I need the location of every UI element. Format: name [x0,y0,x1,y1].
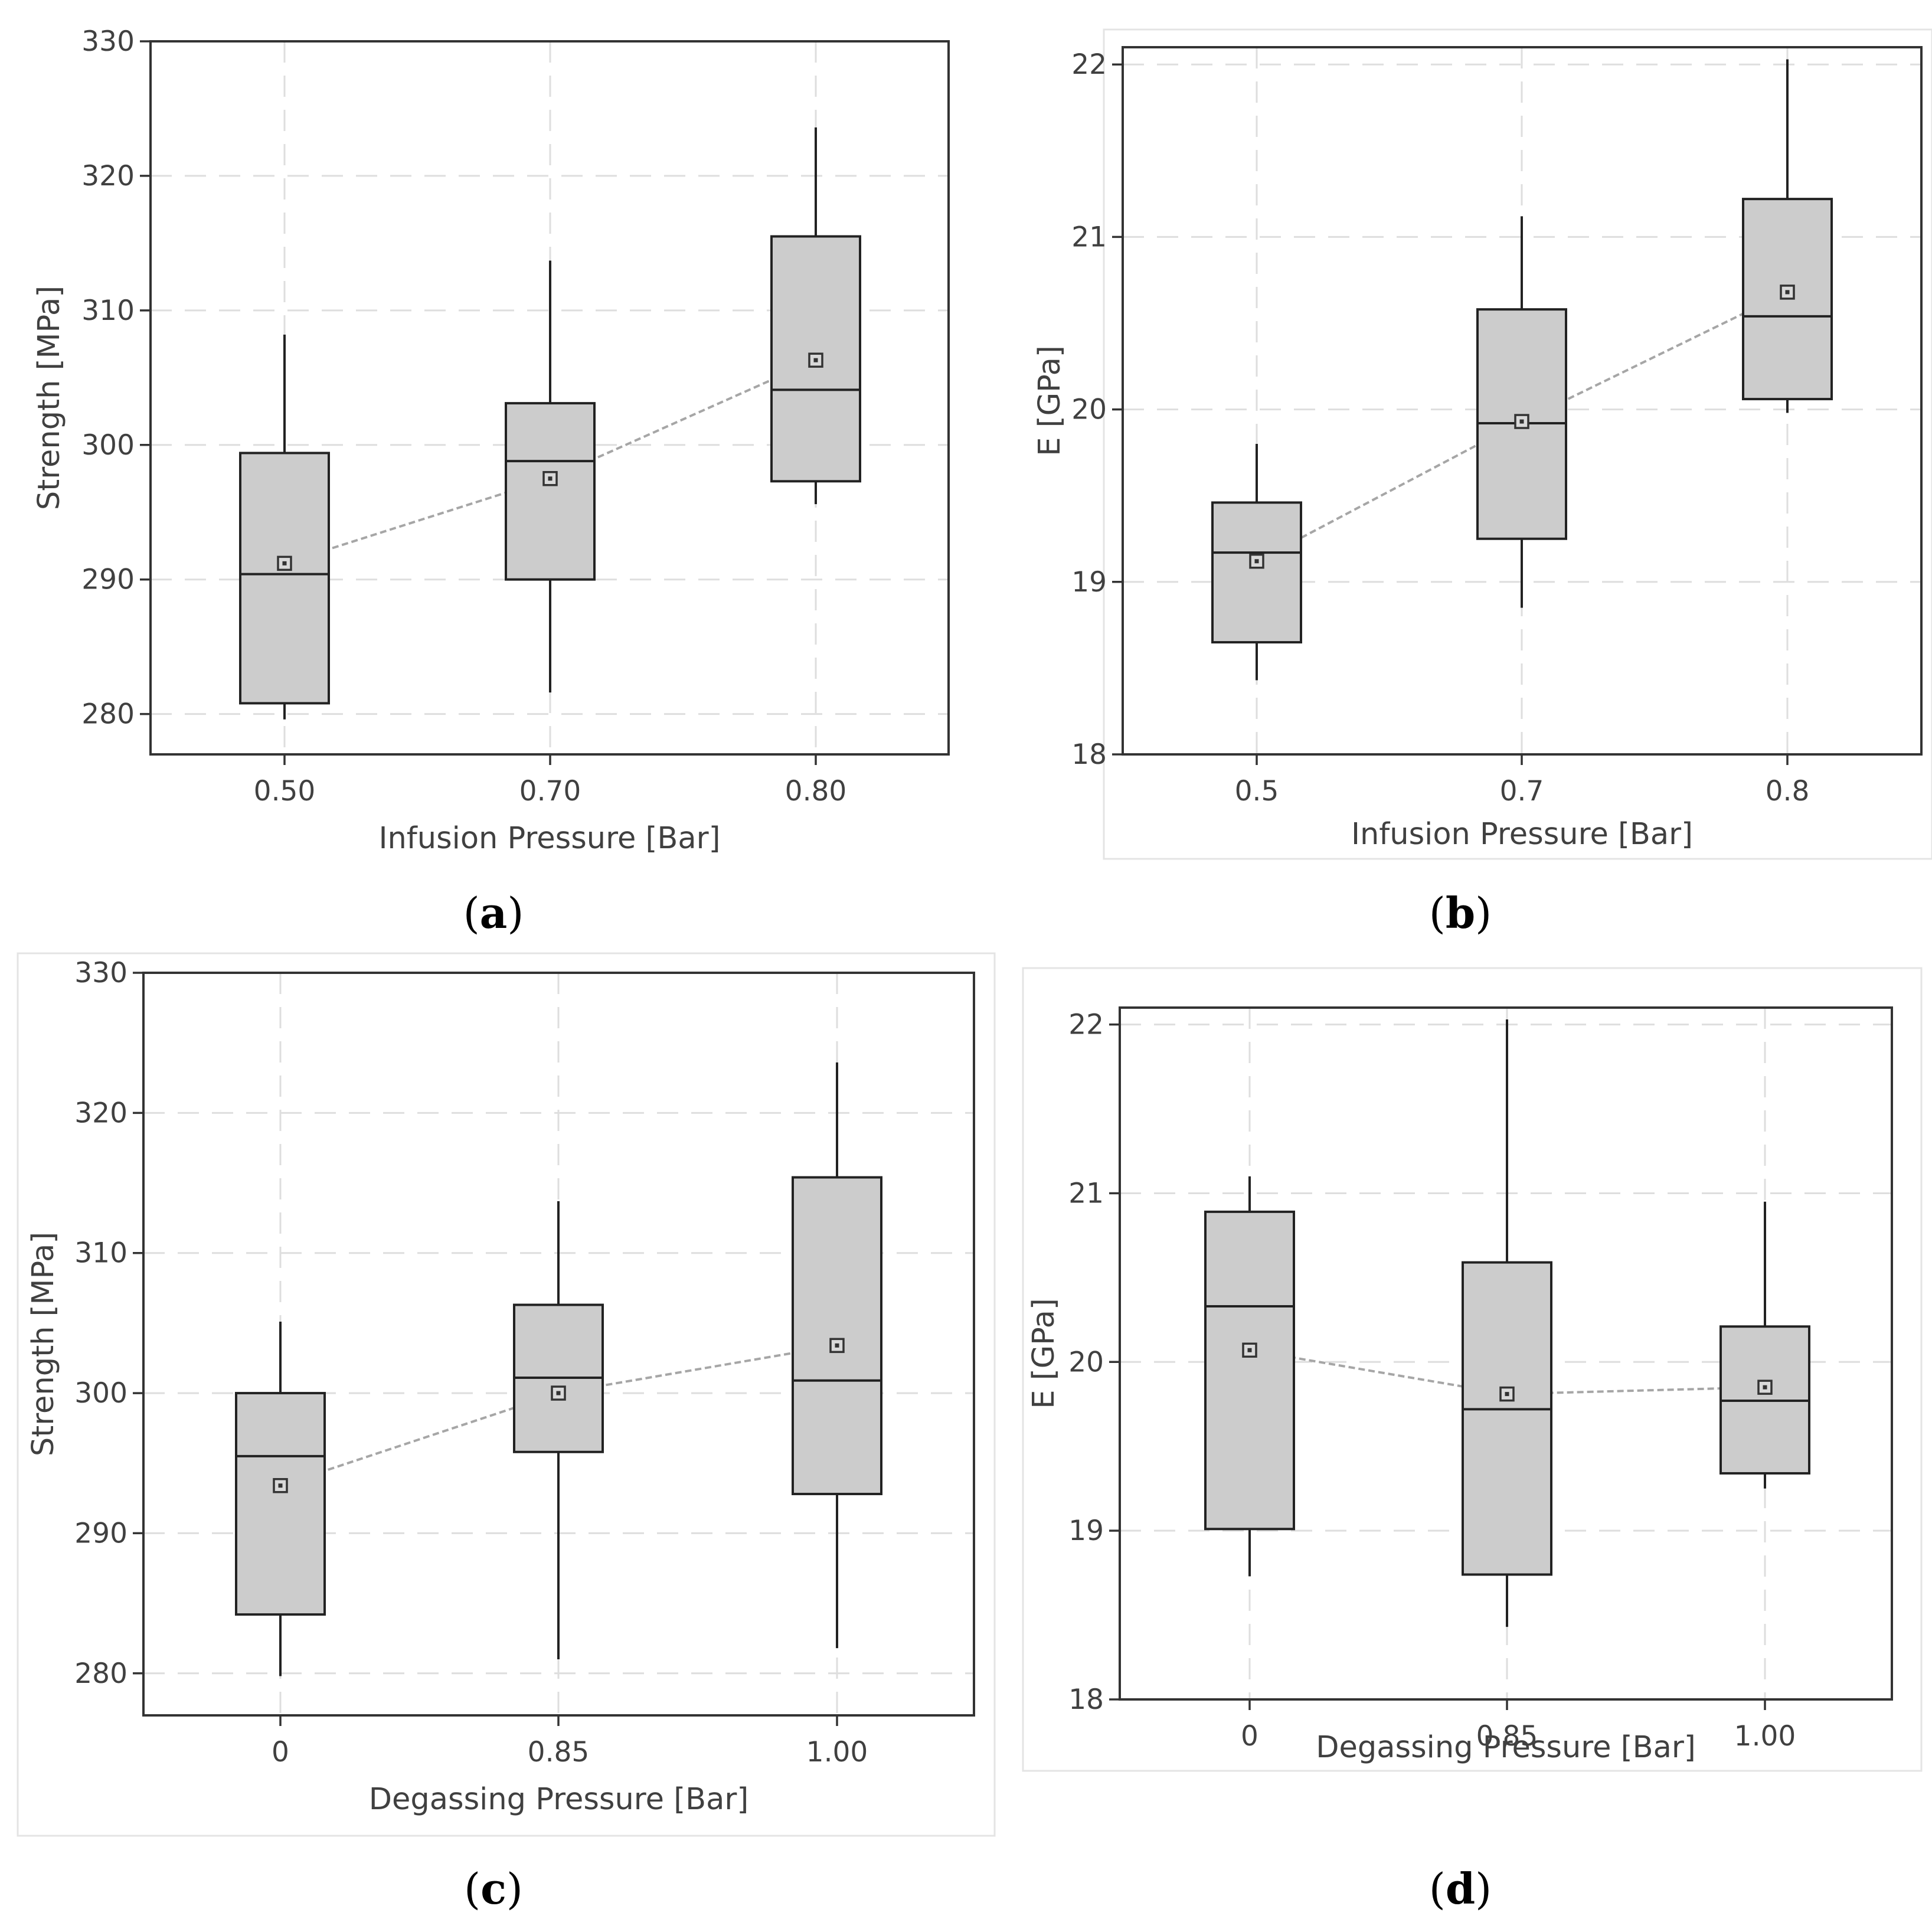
mean-connect-line [1256,291,1788,563]
iqr-box [1462,1261,1552,1576]
x-tick-label: 0.80 [785,775,847,808]
y-tick-label: 21 [1071,221,1107,253]
y-tick-label: 280 [81,698,135,731]
mean-connect-line [284,359,816,565]
caption-d: (d) [1429,1864,1492,1914]
panel-b-boxplot: 18 19 20 21 22 0.5 0.7 0.8 Infusion Pressure [Ba… [1032,28,1932,860]
y-axis-title: Strength [MPa] [26,1232,61,1456]
y-tick-label: 290 [74,1517,128,1549]
x-tick-label: 0.7 [1500,775,1544,808]
y-axis-title: E [GPa] [1032,345,1067,456]
panel-d-boxplot: 18 19 20 21 22 0 0.85 1.00 Degassing Pressure [B… [1022,967,1923,1772]
x-axis-title: Degassing Pressure [Bar] [369,1782,748,1817]
y-tick-label: 290 [81,564,135,596]
y-tick-label: 330 [81,25,135,58]
y-tick-label: 18 [1071,738,1107,771]
box-0.85 [1462,1019,1552,1627]
panel-outline [17,952,996,1837]
x-tick-label: 0.70 [519,775,581,808]
mean-marker-dot [1254,559,1259,564]
y-tick-label: 22 [1071,48,1107,81]
x-tick-label: 0.50 [254,775,316,808]
iqr-box [235,1392,326,1616]
box-0 [235,1322,326,1676]
box-1.00 [792,1062,882,1649]
mean-marker-dot [1763,1385,1767,1390]
caption-a: (a) [463,888,524,938]
panel-c-boxplot: 280 290 300 310 320 330 0 0.85 1.00 Degassing Pre… [17,952,996,1837]
panel-outline [1103,28,1932,860]
mean-marker-dot [835,1343,839,1348]
y-axis-title: E [GPa] [1027,1298,1061,1408]
y-tick-label: 20 [1068,1346,1104,1378]
box-0.50 [239,334,330,720]
y-tick-label: 330 [74,957,128,989]
y-tick-label: 310 [74,1237,128,1270]
y-tick-label: 300 [74,1377,128,1410]
box-1.00 [1719,1201,1810,1489]
iqr-box [1211,501,1302,644]
x-tick-label: 0.8 [1766,775,1810,808]
y-tick-label: 19 [1068,1515,1104,1547]
mean-marker-dot [1785,290,1790,295]
y-tick-label: 320 [74,1097,128,1129]
box-0.8 [1742,59,1833,413]
box-0.70 [505,260,596,693]
iqr-box [239,452,330,705]
x-tick-label: 0 [272,1736,289,1768]
mean-marker-dot [282,561,287,565]
mean-marker-dot [1519,419,1524,424]
panel-outline [1022,967,1923,1772]
iqr-box [792,1176,882,1495]
mean-marker-dot [548,476,553,481]
x-tick-label: 1.00 [1734,1720,1796,1753]
mean-marker-dot [1247,1348,1252,1352]
box-0.85 [513,1201,604,1660]
x-axis-title: Infusion Pressure [Bar] [378,821,720,856]
box-0.7 [1476,216,1567,608]
mean-marker-dot [278,1483,283,1488]
panel-a-boxplot: 280 290 300 310 320 330 0.50 0.70 0.80 Infusion P… [32,25,950,856]
caption-b: (b) [1429,888,1492,938]
y-tick-label: 22 [1068,1009,1104,1041]
mean-marker-dot [1505,1392,1509,1397]
x-tick-label: 0.5 [1235,775,1279,808]
x-tick-label: 0.85 [1476,1720,1538,1753]
iqr-box [505,402,596,581]
box-0.5 [1211,444,1302,681]
y-tick-label: 19 [1071,566,1107,599]
y-tick-label: 18 [1068,1683,1104,1716]
caption-c: (c) [464,1864,523,1914]
y-tick-label: 310 [81,295,135,327]
box-0.80 [770,127,861,505]
y-tick-label: 280 [74,1658,128,1690]
y-tick-label: 320 [81,160,135,192]
x-axis-title: Infusion Pressure [Bar] [1351,817,1693,852]
x-tick-label: 0.85 [528,1736,590,1768]
x-tick-label: 1.00 [806,1736,868,1768]
plot-frame [1119,1006,1893,1701]
y-tick-label: 20 [1071,394,1107,426]
x-axis-title: Degassing Pressure [Bar] [1316,1730,1695,1765]
x-tick-label: 0 [1241,1720,1258,1753]
box-0 [1204,1176,1295,1577]
iqr-box [1204,1210,1295,1531]
y-tick-label: 300 [81,429,135,462]
mean-marker-dot [556,1391,561,1395]
y-tick-label: 21 [1068,1177,1104,1209]
mean-marker-dot [813,358,818,362]
y-axis-title: Strength [MPa] [32,286,67,510]
